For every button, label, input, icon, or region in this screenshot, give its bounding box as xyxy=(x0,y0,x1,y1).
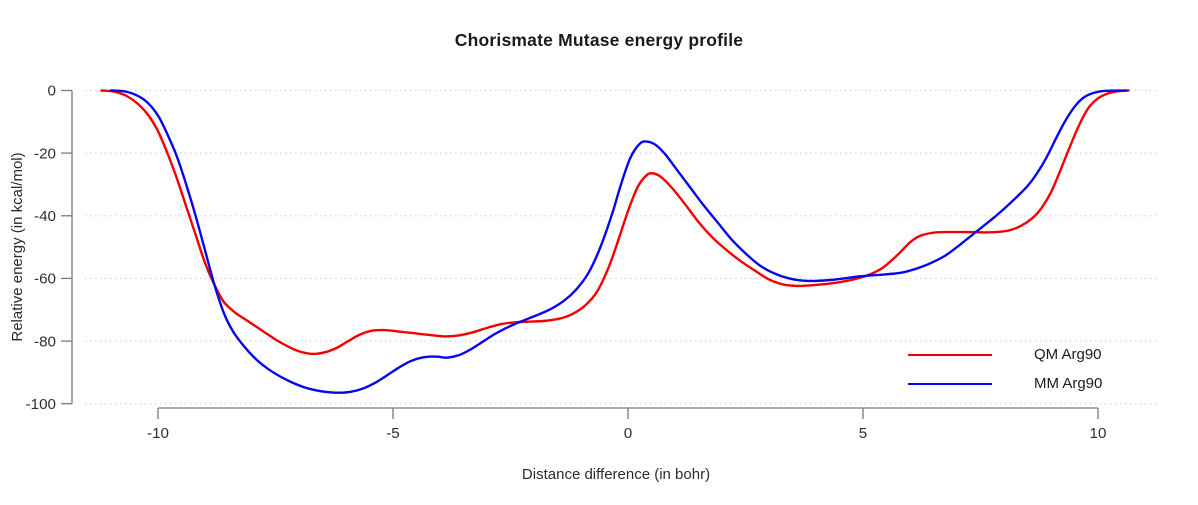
svg-text:-20: -20 xyxy=(34,145,56,162)
legend: QM Arg90 MM Arg90 xyxy=(908,340,1102,398)
svg-text:-40: -40 xyxy=(34,208,56,225)
svg-text:10: 10 xyxy=(1090,425,1107,442)
x-axis-label: Distance difference (in bohr) xyxy=(521,466,711,483)
svg-text:5: 5 xyxy=(859,425,867,442)
legend-label-mm: MM Arg90 xyxy=(1034,375,1103,392)
svg-text:-10: -10 xyxy=(147,425,169,442)
legend-line-sample-qm xyxy=(908,353,992,356)
series-line-mm xyxy=(109,89,1128,394)
svg-text:-60: -60 xyxy=(34,271,56,288)
legend-item-qm: QM Arg90 xyxy=(908,340,1102,369)
svg-text:-5: -5 xyxy=(386,425,400,442)
legend-line-sample-mm xyxy=(908,382,992,385)
legend-label-qm: QM Arg90 xyxy=(1034,346,1102,363)
svg-text:0: 0 xyxy=(48,83,56,100)
svg-text:-80: -80 xyxy=(34,333,56,350)
svg-text:-100: -100 xyxy=(26,396,56,413)
legend-item-mm: MM Arg90 xyxy=(908,369,1102,398)
series-line-qm xyxy=(100,89,1130,356)
chart-title: Chorismate Mutase energy profile xyxy=(454,30,744,50)
svg-text:0: 0 xyxy=(624,425,632,442)
